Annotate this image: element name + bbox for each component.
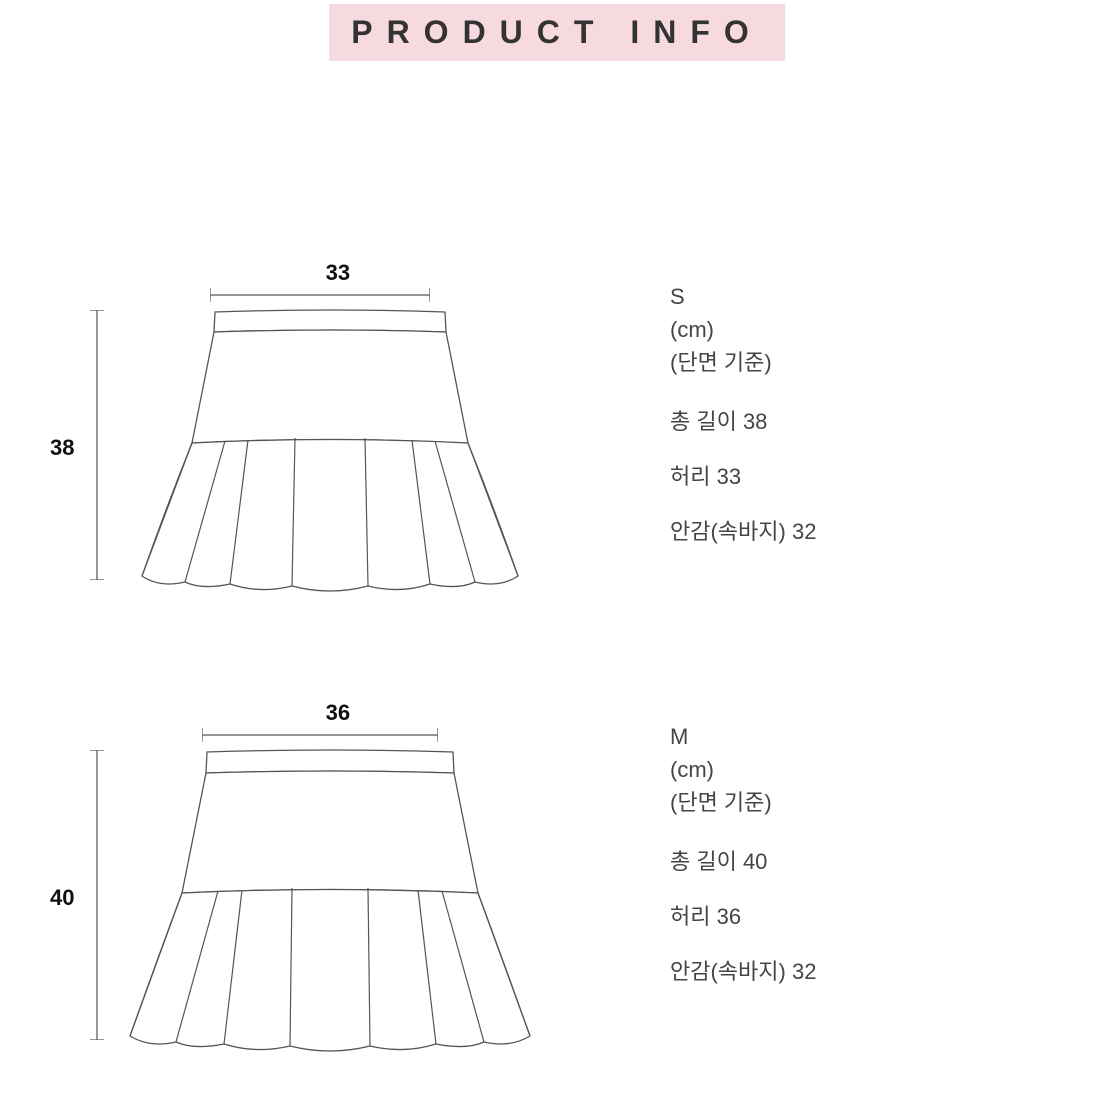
length-measure-label: 40 — [50, 885, 74, 911]
length-ruler-icon — [90, 310, 104, 580]
size-row: 33 38 — [0, 260, 1114, 620]
length-measure-label: 38 — [50, 435, 74, 461]
size-row: 36 40 M (cm) ( — [0, 700, 1114, 1060]
measurement-line: 총 길이 40 — [670, 845, 816, 878]
skirt-diagram-s: 33 38 — [70, 260, 540, 620]
unit-label: (cm) — [670, 753, 816, 786]
waist-ruler-icon — [202, 728, 438, 742]
measurement-line: 안감(속바지) 32 — [670, 515, 816, 548]
page-title: PRODUCT INFO — [329, 4, 785, 61]
skirt-outline-icon — [130, 308, 530, 598]
skirt-diagram-m: 36 40 — [70, 700, 540, 1060]
unit-label: (cm) — [670, 313, 816, 346]
skirt-outline-icon — [122, 748, 538, 1058]
measurement-line: 허리 36 — [670, 900, 816, 933]
waist-measure-label: 36 — [326, 700, 350, 726]
size-info-m: M (cm) (단면 기준) 총 길이 40 허리 36 안감(속바지) 32 — [670, 720, 816, 1010]
size-name: M — [670, 720, 816, 753]
size-name: S — [670, 280, 816, 313]
measurement-line: 총 길이 38 — [670, 405, 816, 438]
basis-note: (단면 기준) — [670, 346, 816, 379]
length-ruler-icon — [90, 750, 104, 1040]
size-info-s: S (cm) (단면 기준) 총 길이 38 허리 33 안감(속바지) 32 — [670, 280, 816, 570]
waist-ruler-icon — [210, 288, 430, 302]
waist-measure-label: 33 — [326, 260, 350, 286]
measurement-line: 안감(속바지) 32 — [670, 955, 816, 988]
basis-note: (단면 기준) — [670, 786, 816, 819]
measurement-line: 허리 33 — [670, 460, 816, 493]
